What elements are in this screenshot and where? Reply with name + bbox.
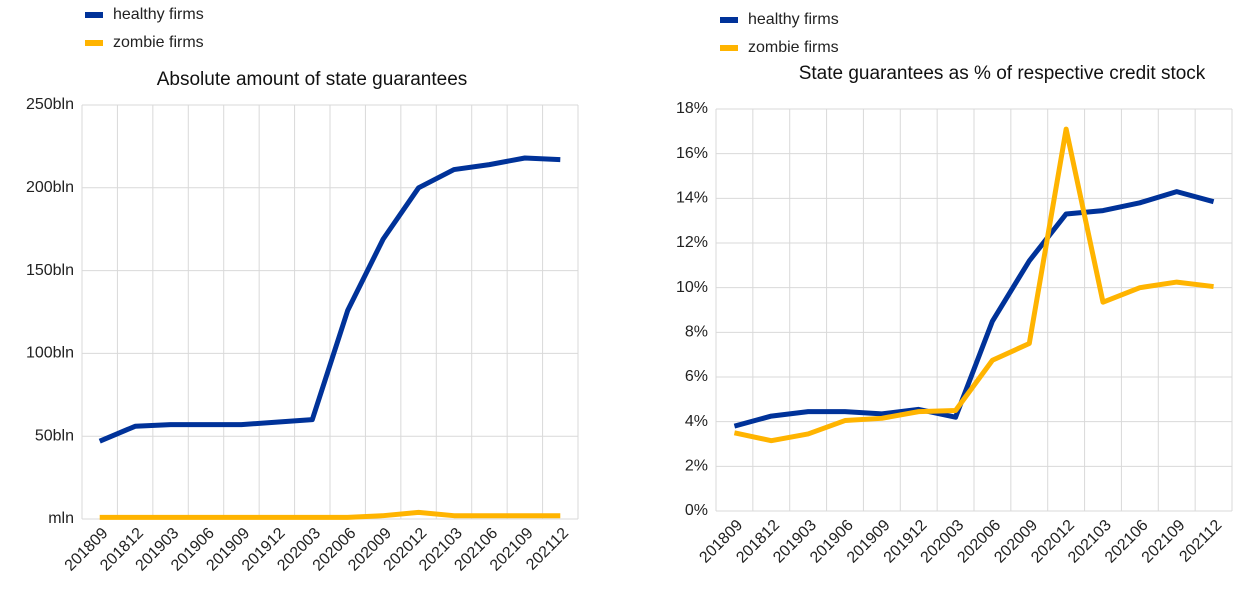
series-line <box>98 155 561 444</box>
series-line <box>733 126 1214 444</box>
y-tick-label: 150bln <box>26 262 74 279</box>
y-tick-label: 2% <box>685 458 708 475</box>
chart: mln50bln100bln150bln200bln250bln20180920… <box>26 6 579 575</box>
y-tick-label: 200bln <box>26 179 74 196</box>
legend-label: zombie firms <box>113 34 204 51</box>
y-tick-label: 10% <box>676 279 708 296</box>
y-tick-label: 8% <box>685 324 708 341</box>
y-tick-label: 18% <box>676 100 708 117</box>
y-tick-label: 4% <box>685 413 708 430</box>
y-tick-label: 14% <box>676 190 708 207</box>
chart-title: State guarantees as % of respective cred… <box>798 63 1206 84</box>
y-tick-label: mln <box>48 510 74 527</box>
series-line <box>99 509 561 520</box>
series-line <box>733 189 1215 429</box>
y-tick-label: 50bln <box>35 427 74 444</box>
legend-label: healthy firms <box>113 6 204 23</box>
y-tick-label: 100bln <box>26 345 74 362</box>
y-tick-label: 6% <box>685 368 708 385</box>
legend-label: healthy firms <box>748 11 839 28</box>
x-tick-label: 202112 <box>1176 517 1225 566</box>
y-tick-label: 16% <box>676 145 708 162</box>
y-tick-label: 0% <box>685 502 708 519</box>
y-tick-label: 12% <box>676 234 708 251</box>
legend-label: zombie firms <box>748 39 839 56</box>
y-tick-label: 250bln <box>26 96 74 113</box>
chart: 0%2%4%6%8%10%12%14%16%18%201809201812201… <box>676 11 1233 567</box>
chart-title: Absolute amount of state guarantees <box>156 69 468 90</box>
